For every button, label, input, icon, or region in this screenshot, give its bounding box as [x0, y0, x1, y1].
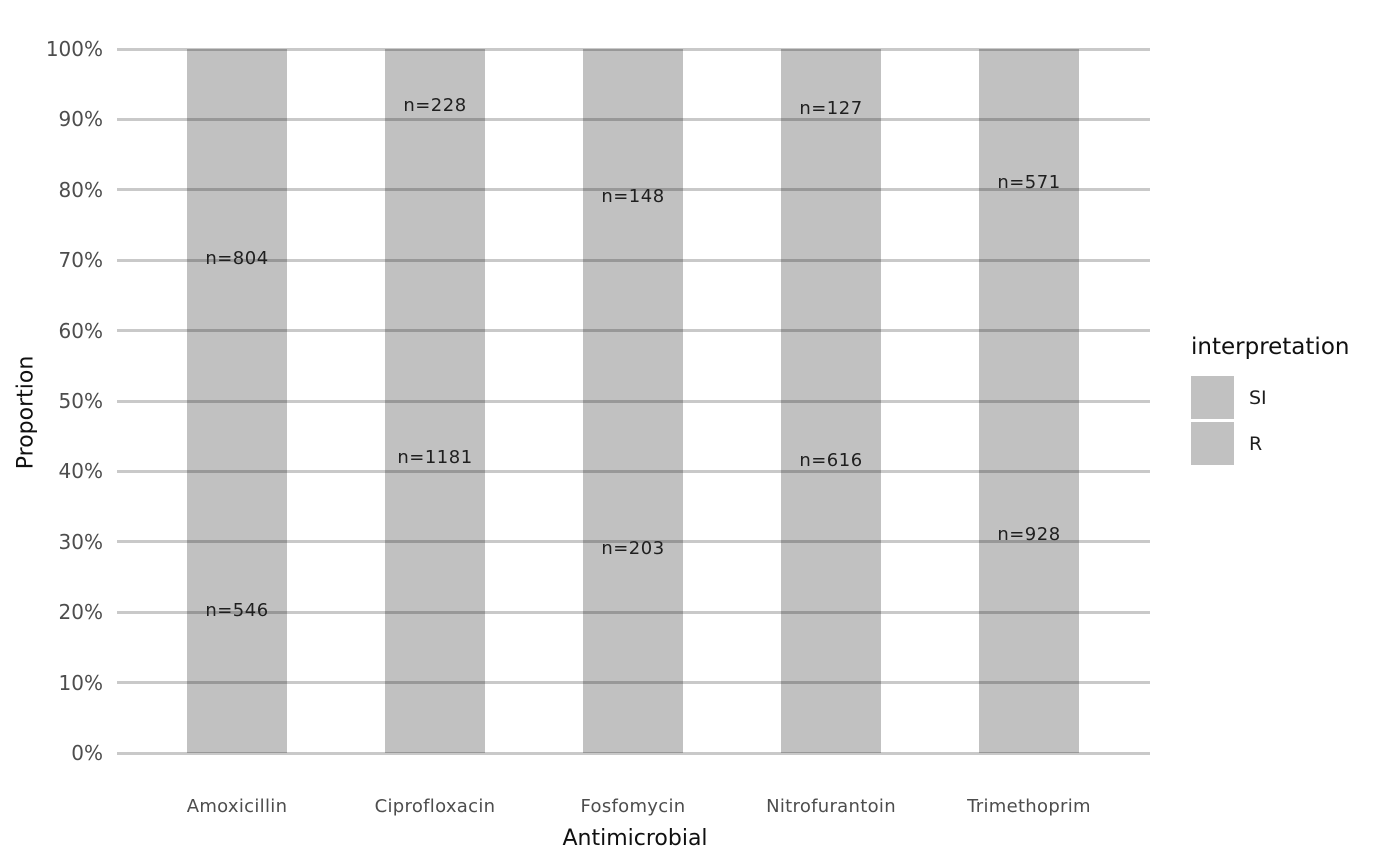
bar-segment-amoxicillin-r [187, 468, 287, 753]
gridline-100 [117, 47, 1150, 51]
legend-title: interpretation [1191, 334, 1350, 360]
x-tick-label: Nitrofurantoin [766, 796, 896, 817]
legend-swatch-si [1191, 376, 1234, 419]
y-tick-label: 50% [58, 389, 103, 413]
gridline-60 [117, 329, 1150, 333]
y-tick-label: 90% [58, 107, 103, 132]
gridline-10 [117, 681, 1150, 685]
legend-entry-si: SI [1191, 376, 1349, 419]
y-tick-label: 60% [58, 318, 103, 343]
gridline-0 [117, 751, 1150, 755]
gridline-80 [117, 188, 1150, 192]
bar-segment-nitrofurantoin-si [781, 49, 881, 170]
y-tick-label: 40% [58, 459, 103, 484]
bar-count-label: n=616 [799, 450, 863, 472]
legend-entry-label: R [1249, 432, 1263, 455]
bar-count-label: n=804 [205, 247, 269, 269]
bar-segment-trimethoprim-r [979, 317, 1079, 753]
y-tick-label: 10% [58, 670, 103, 695]
x-axis-title: Antimicrobial [562, 826, 708, 851]
gridline-70 [117, 258, 1150, 262]
bar-count-label: n=127 [799, 98, 863, 120]
bar-count-label: n=1181 [397, 446, 473, 468]
gridline-30 [117, 540, 1150, 544]
bar-count-label: n=546 [205, 599, 269, 621]
legend-entries: SI R [1191, 376, 1349, 465]
bar-count-label: n=228 [403, 94, 467, 116]
y-tick-label: 30% [58, 529, 103, 554]
bar-segment-amoxicillin-si [187, 49, 287, 469]
legend-entry-label: SI [1249, 386, 1267, 409]
bar-segment-trimethoprim-si [979, 49, 1079, 318]
gridline-50 [117, 399, 1150, 403]
bar-count-label: n=148 [601, 186, 665, 208]
bar-count-label: n=928 [997, 524, 1061, 546]
y-tick-label: 100% [45, 37, 103, 61]
bar-segment-ciprofloxacin-r [385, 162, 485, 753]
y-tick-label: 20% [58, 600, 103, 625]
gridline-90 [117, 117, 1150, 121]
gridline-40 [117, 469, 1150, 473]
bar-count-label: n=571 [997, 172, 1061, 194]
legend-entry-r: R [1191, 422, 1349, 465]
bar-segment-nitrofurantoin-r [781, 169, 881, 753]
x-tick-label: Fosfomycin [580, 796, 686, 817]
y-tick-label: 80% [58, 177, 103, 202]
y-tick-label: 0% [71, 741, 103, 765]
bar-segment-fosfomycin-si [583, 49, 683, 346]
bar-segment-fosfomycin-r [583, 345, 683, 753]
x-tick-label: Ciprofloxacin [374, 796, 496, 817]
bar-count-label: n=203 [601, 538, 665, 560]
gridline-20 [117, 610, 1150, 614]
y-tick-label: 70% [58, 248, 103, 273]
x-tick-label: Amoxicillin [186, 796, 288, 817]
legend-swatch-r [1191, 422, 1234, 465]
legend: interpretation SI R [1191, 334, 1349, 468]
bar-segment-ciprofloxacin-si [385, 49, 485, 163]
x-tick-label: Trimethoprim [967, 796, 1091, 817]
